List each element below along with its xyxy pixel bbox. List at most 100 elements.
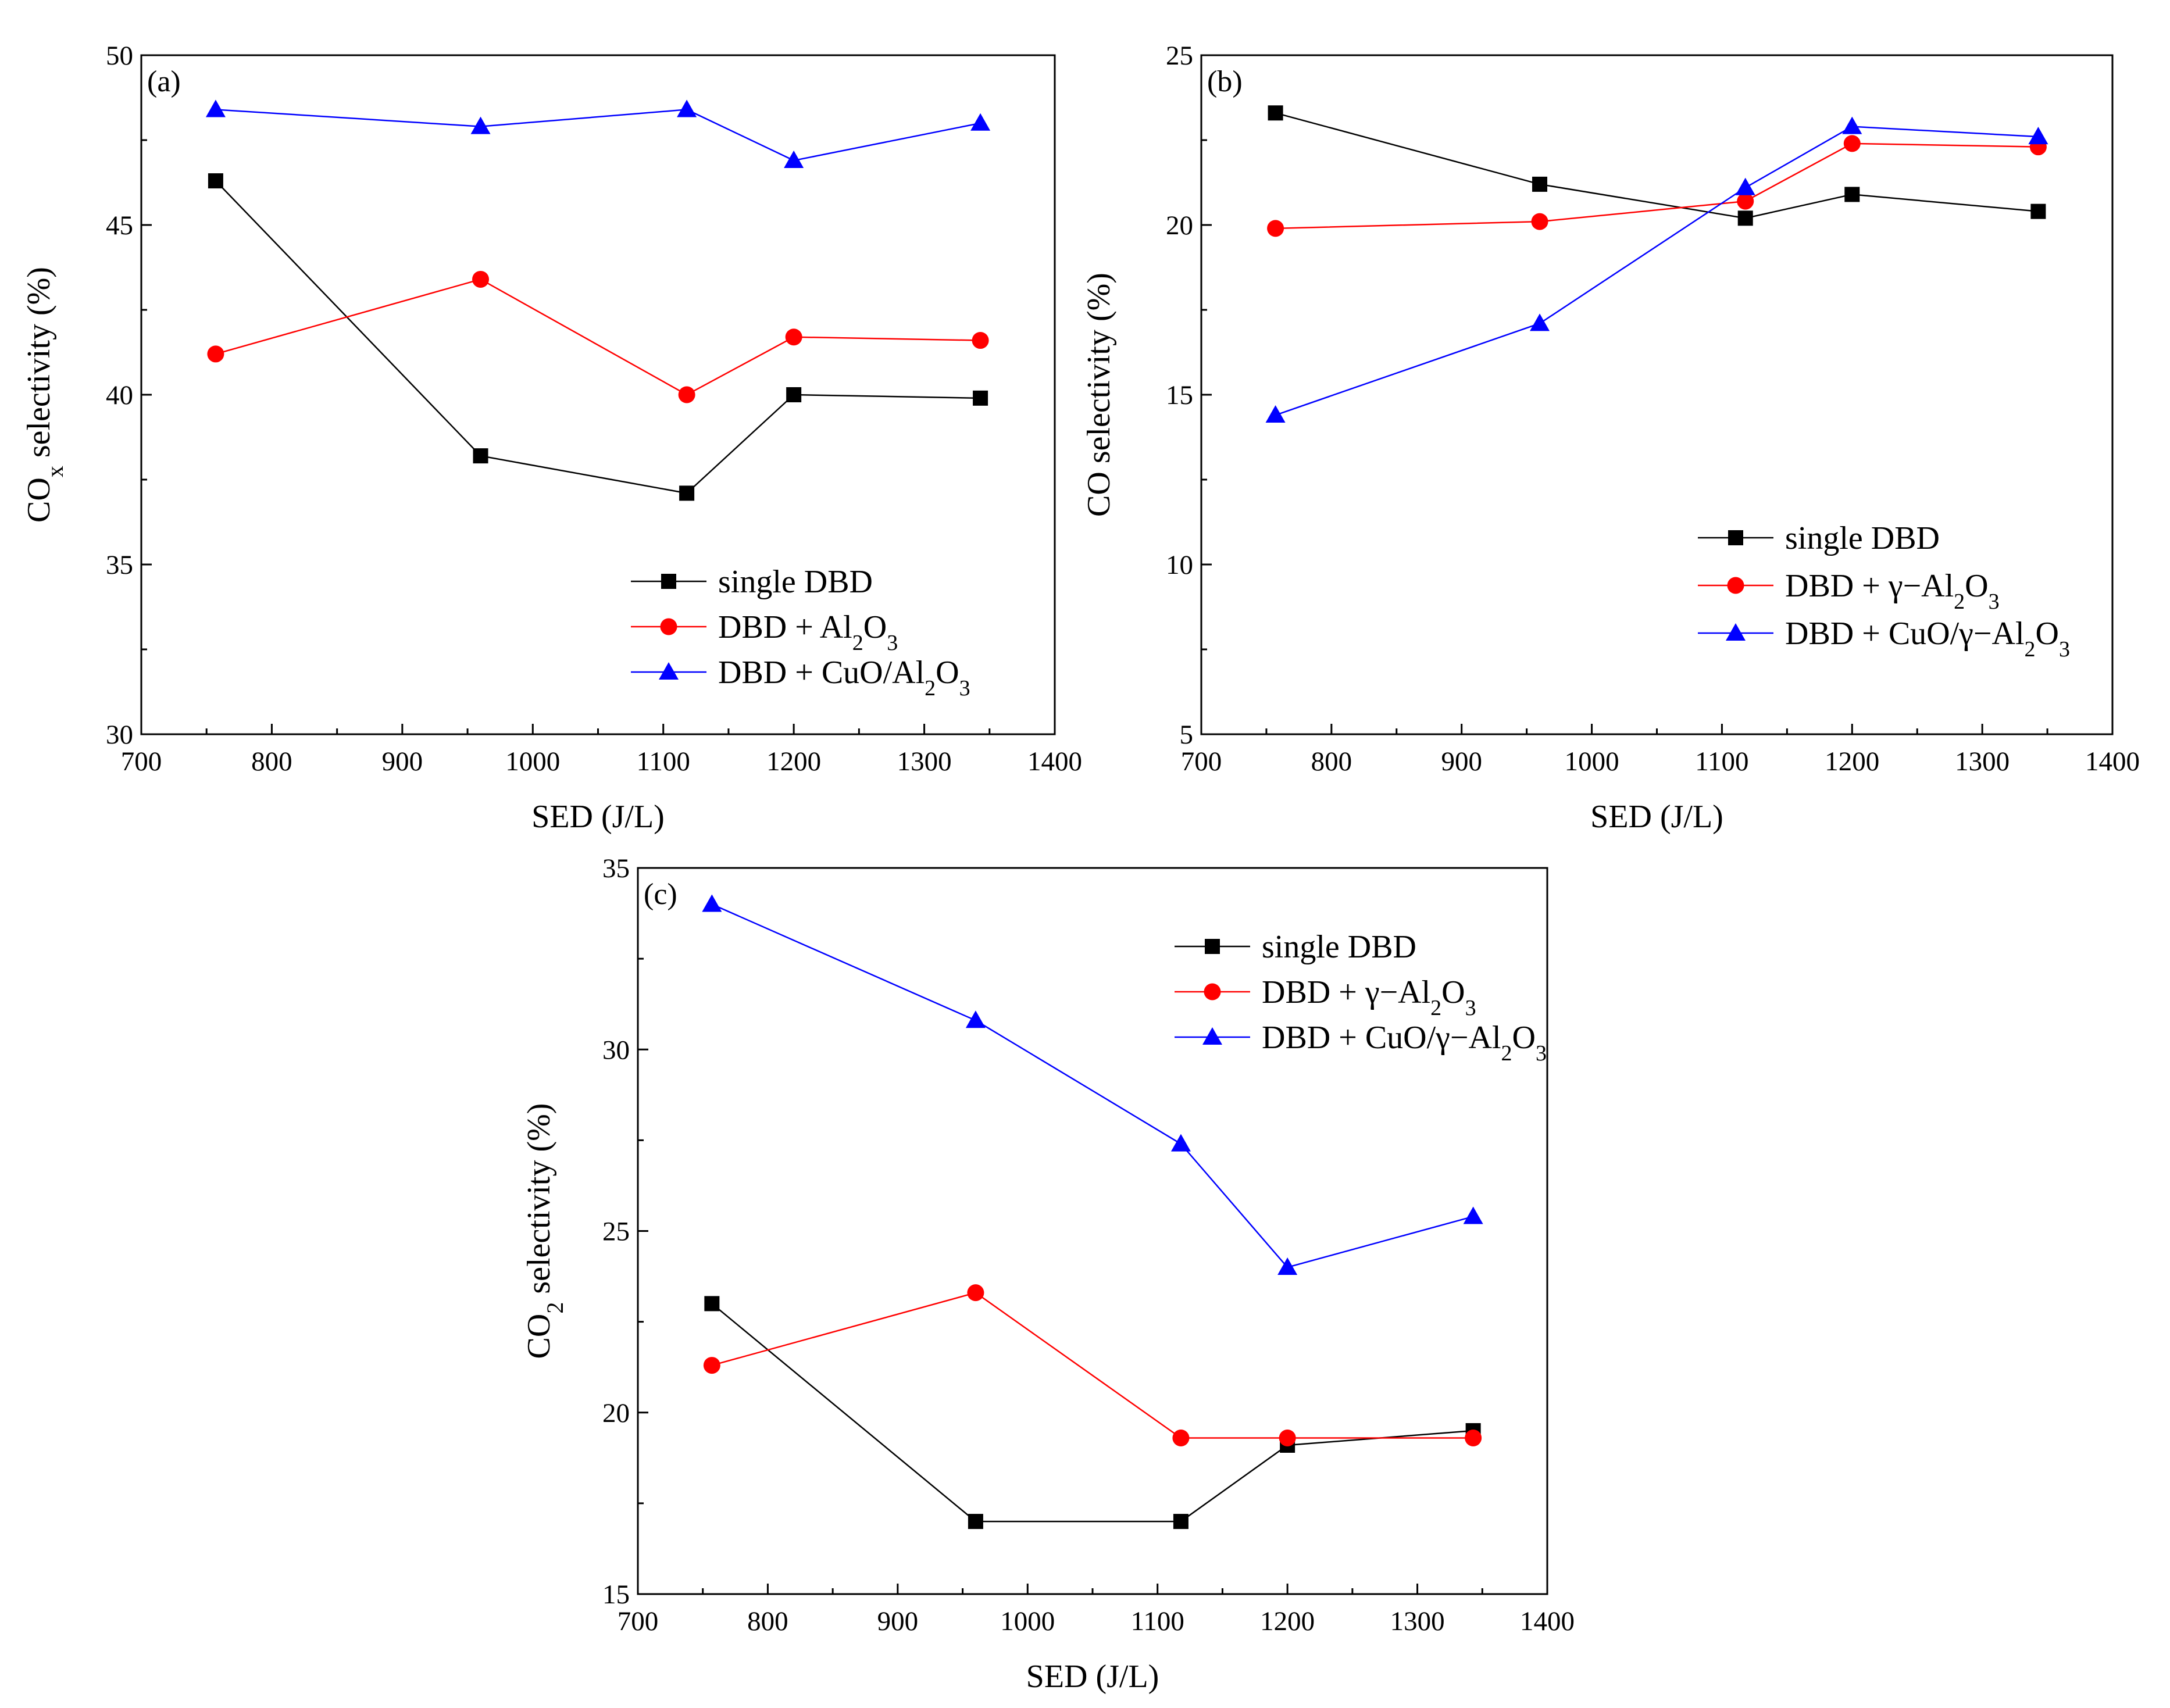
x-tick-label: 1000 (1000, 1606, 1055, 1636)
data-point (704, 1296, 720, 1312)
series-line-alumina (712, 1292, 1473, 1439)
data-point (678, 386, 695, 403)
data-point (967, 1284, 984, 1302)
data-point (1463, 1206, 1483, 1224)
series-line-alumina (1275, 142, 2039, 230)
data-point (1844, 187, 1860, 202)
y-tick-label: 30 (602, 1035, 630, 1065)
legend-label: DBD + Al2O3 (718, 609, 898, 655)
y-tick-label: 30 (106, 720, 133, 750)
series-alumina (703, 1284, 1482, 1446)
x-tick-label: 1200 (1825, 746, 1879, 777)
x-tick-label: 700 (121, 746, 162, 777)
legend-marker (1726, 623, 1746, 641)
x-axis-label: SED (J/L) (1590, 799, 1723, 835)
y-tick-label: 15 (602, 1580, 630, 1610)
y-axis-label: CO selectivity (%) (1081, 273, 1117, 517)
x-tick-label: 800 (1311, 746, 1352, 777)
data-point (1277, 1257, 1298, 1275)
data-point (208, 173, 223, 189)
y-tick-label: 25 (1166, 41, 1193, 71)
data-point (703, 1357, 720, 1374)
y-tick-label: 20 (602, 1398, 630, 1428)
y-tick-label: 25 (602, 1217, 630, 1247)
series-line-alumina (215, 278, 981, 396)
data-point (473, 448, 488, 464)
x-tick-label: 1100 (1131, 1606, 1184, 1636)
y-tick-label: 40 (106, 380, 133, 410)
panel-label: (c) (644, 878, 677, 911)
x-tick-label: 800 (747, 1606, 788, 1636)
y-tick-label: 50 (106, 41, 133, 71)
legend-label: DBD + CuO/Al2O3 (718, 655, 970, 701)
data-point (968, 1514, 983, 1530)
legend-marker (1728, 530, 1743, 545)
legend-entry-cuo_alumina: DBD + CuO/Al2O3 (631, 655, 970, 701)
y-tick-label: 10 (1166, 550, 1193, 580)
legend-marker (1727, 577, 1744, 594)
x-tick-label: 1200 (766, 746, 821, 777)
legend-label: DBD + γ−Al2O3 (1785, 568, 2000, 614)
x-tick-label: 700 (1181, 746, 1222, 777)
chart-panel-a: 700 800 900 1000 1100 1200 1300 1400 30 35 40 45 50 S… (21, 41, 1082, 835)
data-point (970, 113, 991, 131)
data-point (677, 99, 697, 117)
series-line-cuo_alumina (1275, 126, 2039, 416)
data-point (207, 345, 224, 363)
data-point (472, 270, 490, 288)
data-point (1531, 213, 1548, 230)
x-tick-label: 1400 (1027, 746, 1082, 777)
data-point (784, 151, 804, 169)
data-point (1267, 220, 1284, 237)
data-point (2030, 203, 2046, 219)
legend-label: single DBD (718, 564, 873, 600)
series-line-cuo_alumina (215, 109, 981, 162)
legend-entry-alumina: DBD + Al2O3 (631, 609, 898, 655)
x-tick-label: 1300 (1390, 1606, 1445, 1636)
x-tick-label: 900 (382, 746, 423, 777)
x-axis-label: SED (J/L) (531, 799, 665, 835)
data-point (972, 332, 989, 349)
series-line-single_dbd (1275, 112, 2039, 219)
legend-label: single DBD (1785, 520, 1940, 556)
legend-entry-cuo_alumina: DBD + CuO/γ−Al2O3 (1175, 1020, 1547, 1066)
series-alumina (1267, 135, 2047, 237)
series-cuo_alumina (1265, 116, 2048, 423)
data-point (205, 99, 226, 117)
data-point (1172, 1429, 1190, 1446)
series-single_dbd (1268, 105, 2046, 226)
x-tick-label: 1300 (897, 746, 952, 777)
data-point (1465, 1429, 1482, 1446)
data-point (1173, 1514, 1188, 1530)
chart-panel-b: 700 800 900 1000 1100 1200 1300 1400 5 10 15 20 25 SE… (1081, 41, 2140, 835)
legend-entry-cuo_alumina: DBD + CuO/γ−Al2O3 (1698, 616, 2070, 662)
data-point (785, 328, 802, 346)
legend-entry-single_dbd: single DBD (1175, 929, 1416, 965)
data-point (1268, 105, 1283, 121)
series-cuo_alumina (702, 894, 1483, 1275)
x-axis-label: SED (J/L) (1026, 1659, 1159, 1695)
series-alumina (207, 270, 989, 403)
x-tick-label: 1300 (1955, 746, 2010, 777)
data-point (1735, 177, 1755, 195)
data-point (1170, 1134, 1191, 1152)
legend-label: DBD + CuO/γ−Al2O3 (1785, 616, 2070, 662)
series-cuo_alumina (205, 99, 991, 169)
data-point (2028, 127, 2048, 145)
y-tick-label: 15 (1166, 380, 1193, 410)
data-point (1532, 176, 1548, 192)
legend-marker (1204, 983, 1221, 1000)
legend-marker (1205, 939, 1220, 954)
panel-label: (a) (147, 65, 181, 98)
panel-label: (b) (1207, 65, 1243, 98)
legend-marker (1202, 1027, 1222, 1045)
x-tick-label: 700 (618, 1606, 659, 1636)
data-point (1530, 313, 1550, 331)
data-point (470, 116, 491, 134)
x-tick-label: 800 (251, 746, 292, 777)
legend-marker (661, 574, 676, 589)
legend-label: single DBD (1262, 929, 1416, 965)
data-point (786, 387, 802, 402)
